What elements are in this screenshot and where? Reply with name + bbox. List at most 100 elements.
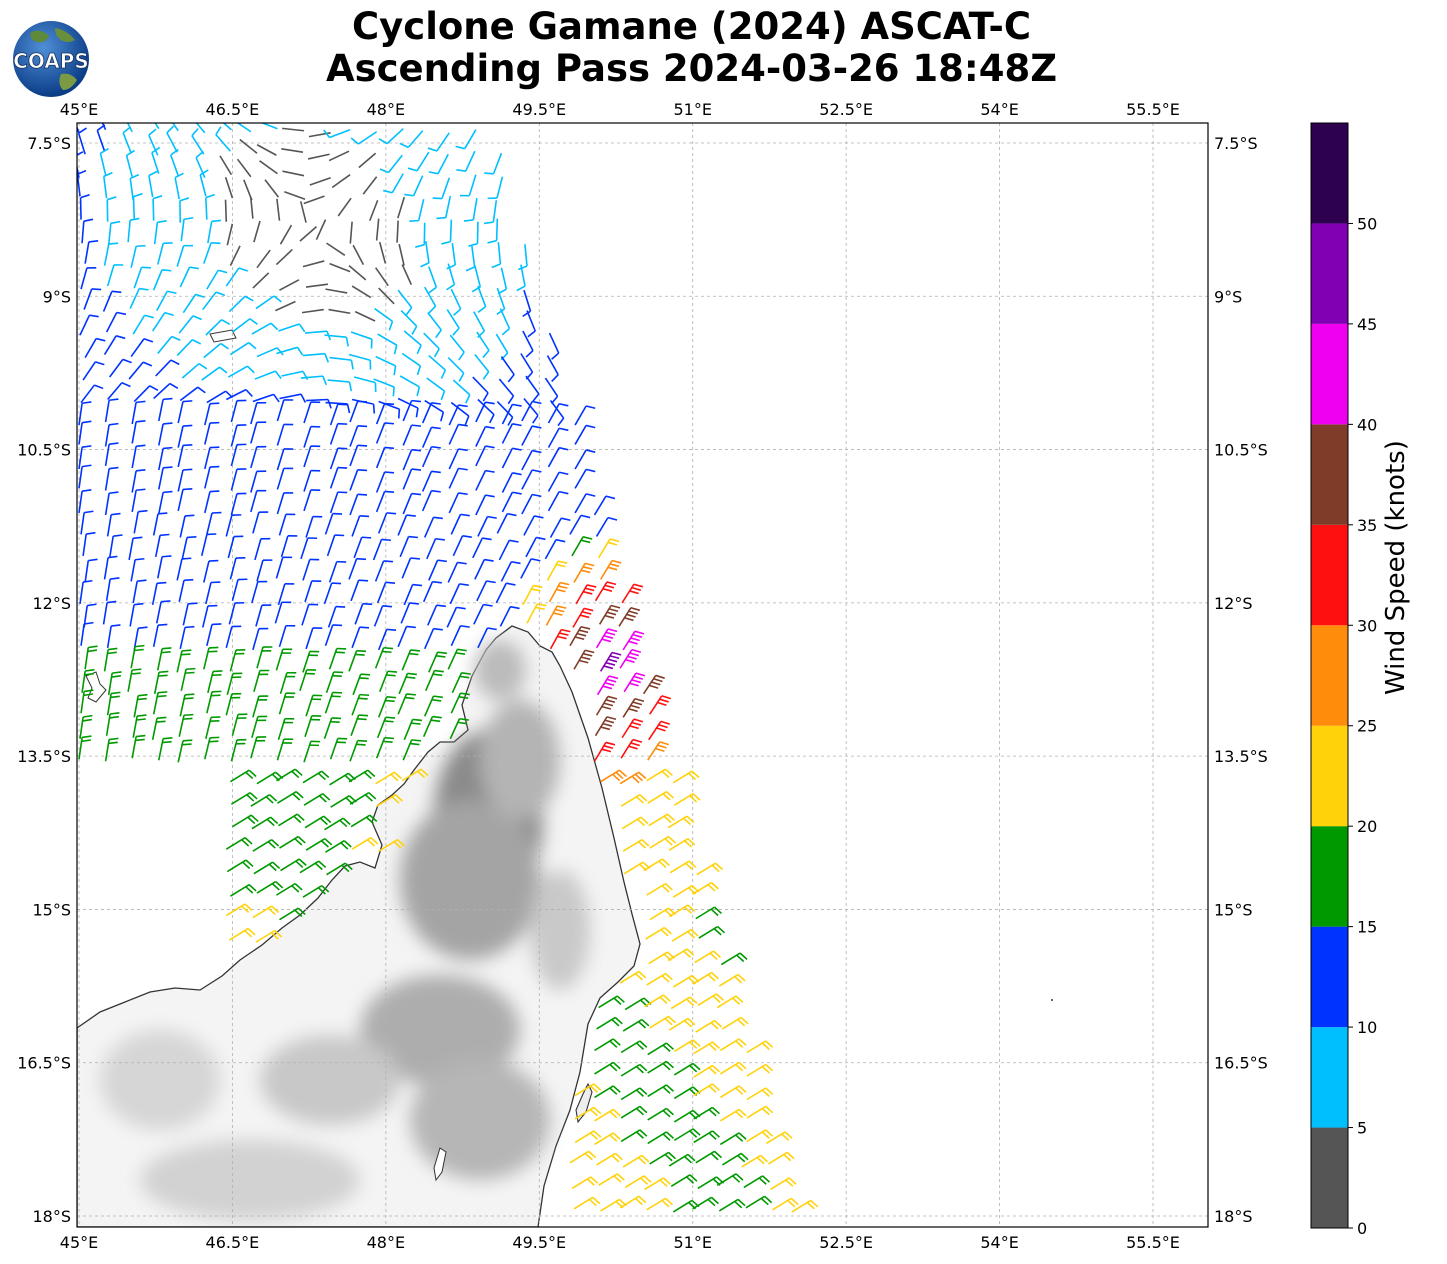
wind-barb — [252, 393, 280, 403]
wind-barb — [131, 734, 146, 759]
wind-barb — [673, 793, 701, 806]
wind-barb — [620, 738, 643, 759]
wind-barb — [446, 606, 466, 628]
wind-barb — [403, 718, 423, 741]
wind-barb — [104, 466, 119, 491]
wind-barb — [157, 466, 173, 490]
wind-barb — [203, 646, 219, 670]
wind-barb — [378, 400, 401, 419]
wind-barb — [204, 402, 220, 426]
wind-barb — [303, 469, 321, 492]
wind-barb — [302, 352, 330, 363]
wind-barb — [382, 173, 404, 194]
wind-barb — [325, 840, 352, 853]
wind-barb — [103, 171, 113, 199]
wind-barb — [304, 714, 322, 737]
wind-barb — [329, 491, 348, 514]
wind-barb — [77, 127, 87, 155]
wind-barb — [450, 692, 470, 714]
lon-tick-top-3: 49.5°E — [512, 100, 566, 119]
wind-barb — [301, 603, 319, 626]
wind-barb — [376, 794, 403, 807]
wind-barb — [598, 1173, 625, 1187]
wind-barb — [253, 669, 270, 692]
wind-barb — [176, 649, 192, 673]
wind-barb — [302, 770, 330, 784]
wind-barb — [574, 1106, 602, 1120]
lon-tick-top-4: 51°E — [673, 100, 711, 119]
wind-barb — [325, 401, 351, 414]
wind-barb — [525, 375, 540, 402]
wind-barb — [474, 558, 494, 580]
wind-barb — [647, 1131, 674, 1145]
wind-barb — [303, 425, 321, 448]
wind-barb — [279, 393, 307, 403]
wind-barb — [157, 397, 173, 422]
wind-barb — [96, 124, 106, 152]
wind-barb — [624, 1175, 652, 1189]
wind-barb — [78, 735, 92, 760]
wind-barb — [745, 1195, 773, 1209]
wind-barb — [594, 1132, 621, 1146]
wind-barb — [450, 513, 470, 535]
wind-barb — [252, 695, 269, 718]
lon-tick-bottom-6: 54°E — [980, 1233, 1018, 1252]
colorbar-bin-9 — [1311, 223, 1348, 324]
wind-barb — [375, 736, 395, 759]
wind-barb — [574, 1083, 602, 1097]
wind-barb — [103, 335, 126, 355]
wind-barb — [122, 126, 132, 154]
wind-barb — [132, 714, 147, 738]
wind-barb — [132, 192, 143, 219]
wind-barb — [447, 648, 467, 670]
wind-barb — [81, 668, 95, 693]
wind-barb — [127, 668, 142, 692]
wind-barb — [375, 771, 402, 785]
wind-barb — [446, 309, 460, 336]
wind-barb — [491, 242, 502, 269]
wind-barb — [154, 533, 170, 558]
wind-barb — [99, 147, 109, 175]
wind-barb — [375, 471, 395, 493]
wind-barb — [229, 245, 241, 266]
wind-barb — [303, 445, 321, 468]
wind-barb — [374, 307, 394, 331]
colorbar-tick-5: 25 — [1357, 717, 1377, 736]
wind-barb — [299, 669, 317, 691]
wind-barb — [133, 626, 148, 651]
wind-barb — [206, 623, 222, 646]
wind-barb — [253, 861, 281, 875]
wind-barb — [593, 495, 616, 516]
wind-barb — [619, 970, 647, 984]
wind-barb — [228, 927, 256, 941]
wind-barb — [378, 287, 395, 305]
wind-barb — [105, 577, 120, 601]
lat-tick-right-5: 15°S — [1214, 900, 1253, 919]
wind-barb — [693, 1106, 720, 1120]
lat-tick-left-5: 15°S — [32, 900, 71, 919]
colorbar-bin-7 — [1311, 424, 1348, 525]
wind-barb — [441, 219, 453, 245]
wind-barb — [204, 446, 220, 470]
wind-barb — [277, 583, 295, 606]
wind-barb — [275, 300, 296, 312]
wind-barb — [305, 627, 323, 650]
wind-barb — [80, 689, 94, 714]
wind-barb — [148, 170, 158, 198]
wind-barb — [644, 994, 671, 1008]
wind-barb — [415, 222, 426, 248]
wind-barb — [280, 535, 298, 558]
wind-barb — [501, 403, 522, 425]
wind-barb — [260, 123, 278, 130]
wind-barb — [521, 425, 542, 446]
wind-barb — [421, 445, 441, 468]
wind-barb — [484, 152, 503, 175]
wind-barb — [309, 176, 331, 186]
wind-barb — [400, 602, 419, 624]
wind-barb — [350, 331, 373, 349]
wind-barb — [477, 627, 497, 649]
wind-barb — [446, 263, 456, 291]
wind-barb — [80, 621, 94, 646]
wind-barb — [256, 880, 284, 894]
wind-barb — [84, 558, 98, 583]
